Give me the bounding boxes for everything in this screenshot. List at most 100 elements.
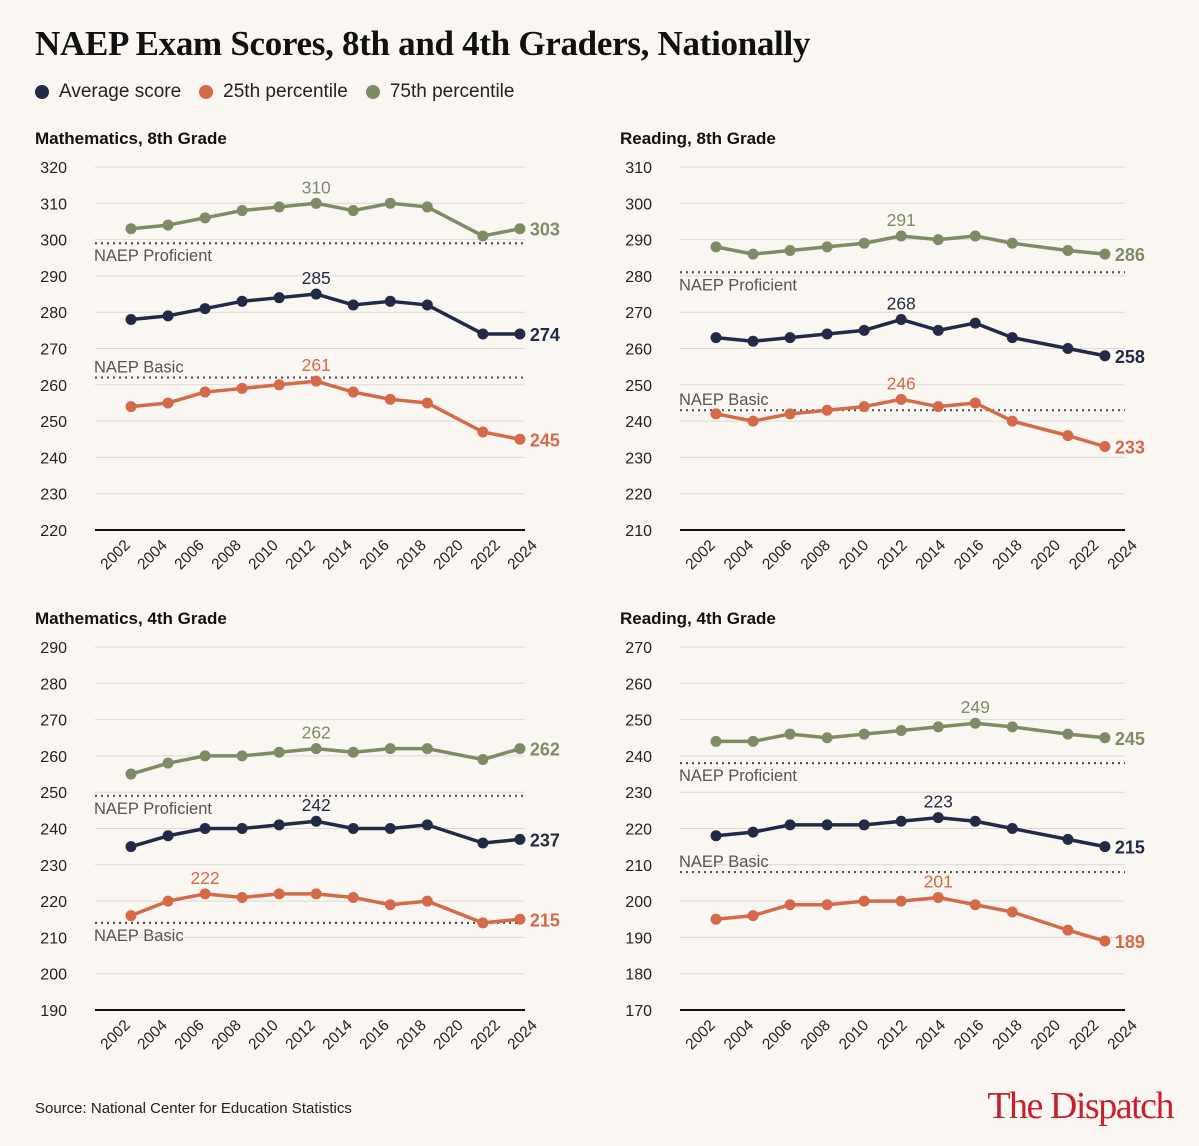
data-point [784, 332, 796, 344]
x-tick-label: 2012 [874, 537, 910, 573]
data-point [821, 241, 833, 253]
data-point [125, 223, 137, 235]
data-point [199, 386, 211, 398]
data-point [1006, 823, 1018, 834]
reference-line-label: NAEP Proficient [679, 767, 797, 785]
end-data-label: 262 [530, 740, 560, 760]
data-point [514, 743, 526, 755]
x-tick-label: 2014 [319, 1017, 356, 1054]
data-point [477, 426, 489, 438]
x-tick-label: 2020 [430, 537, 467, 574]
peak-data-label: 261 [302, 355, 331, 375]
end-data-label: 286 [1115, 245, 1145, 265]
data-point [347, 891, 359, 903]
x-tick-label: 2006 [171, 1017, 207, 1053]
data-point [1006, 332, 1018, 344]
data-point [514, 833, 526, 845]
data-point [784, 819, 796, 831]
data-point [747, 248, 759, 260]
x-tick-label: 2012 [282, 1017, 318, 1053]
data-point [821, 819, 833, 831]
x-tick-label: 2006 [171, 537, 207, 573]
data-point [310, 743, 322, 755]
x-tick-label: 2006 [759, 537, 795, 573]
panel-math-8th: Mathematics, 8th Grade 220 230 240 250 260 270… [35, 129, 560, 574]
data-point [1006, 906, 1018, 918]
series-line [130, 292, 520, 336]
end-data-label: 215 [530, 910, 560, 930]
data-point [514, 328, 526, 340]
end-data-label: 233 [1115, 438, 1145, 458]
data-point [1062, 244, 1074, 256]
x-tick-label: 2006 [759, 1017, 795, 1053]
data-point [514, 223, 526, 235]
y-tick-label: 230 [625, 785, 652, 802]
peak-data-label: 310 [302, 177, 331, 197]
y-tick-label: 240 [625, 414, 652, 431]
data-point [384, 393, 396, 405]
data-point [932, 401, 944, 413]
data-point [895, 815, 907, 827]
data-point [932, 721, 944, 733]
data-point [932, 234, 944, 246]
data-point [347, 746, 359, 758]
data-point [236, 295, 248, 307]
y-tick-label: 210 [625, 858, 652, 875]
dispatch-logo: The Dispatch [987, 1085, 1174, 1127]
data-point [969, 717, 981, 729]
y-tick-label: 230 [40, 858, 67, 875]
data-point [710, 241, 722, 253]
end-data-label: 303 [530, 220, 560, 240]
reference-line-label: NAEP Basic [94, 359, 184, 377]
data-point [421, 299, 433, 311]
data-point [236, 382, 248, 394]
peak-data-label: 223 [924, 792, 953, 812]
data-point [1006, 237, 1018, 249]
end-data-label: 245 [1115, 729, 1145, 749]
peak-data-label: 268 [887, 293, 916, 313]
data-point [821, 404, 833, 416]
series-line [130, 201, 521, 238]
data-point [125, 401, 137, 413]
data-point [273, 379, 285, 391]
data-point [162, 219, 174, 231]
x-tick-label: 2004 [134, 537, 171, 574]
y-tick-label: 280 [40, 305, 67, 322]
data-point [347, 823, 359, 834]
x-tick-label: 2014 [913, 537, 950, 574]
x-tick-label: 2004 [721, 1017, 758, 1054]
data-point [858, 728, 870, 740]
data-point [1099, 732, 1111, 744]
y-tick-label: 220 [625, 487, 652, 504]
series-line [715, 397, 1106, 449]
y-tick-label: 220 [40, 894, 67, 911]
data-point [1062, 430, 1074, 442]
data-point [932, 324, 944, 336]
data-point [821, 899, 833, 911]
y-tick-label: 240 [625, 749, 652, 766]
x-tick-label: 2008 [208, 537, 244, 573]
x-tick-label: 2012 [874, 1017, 910, 1053]
panel-title: Reading, 4th Grade [620, 609, 776, 628]
x-tick-label: 2008 [208, 1017, 244, 1053]
panel-reading-8th: Reading, 8th Grade 210 220 230 240 250 260 270 2… [620, 129, 1145, 574]
y-tick-label: 250 [40, 414, 67, 431]
data-point [858, 324, 870, 336]
data-point [932, 891, 944, 903]
data-point [710, 408, 722, 420]
data-point [1099, 841, 1111, 853]
data-point [273, 746, 285, 758]
x-tick-label: 2024 [1104, 537, 1141, 574]
legend-swatch-average [35, 85, 49, 99]
peak-data-label: 285 [302, 268, 331, 288]
data-point [747, 415, 759, 427]
x-tick-label: 2004 [721, 537, 758, 574]
data-point [784, 899, 796, 911]
y-tick-label: 290 [40, 640, 67, 657]
y-tick-label: 210 [625, 523, 652, 540]
data-point [932, 812, 944, 824]
reference-line-label: NAEP Basic [94, 927, 184, 945]
x-tick-label: 2014 [913, 1017, 950, 1054]
chart-title: NAEP Exam Scores, 8th and 4th Graders, N… [35, 24, 811, 63]
data-point [514, 913, 526, 925]
